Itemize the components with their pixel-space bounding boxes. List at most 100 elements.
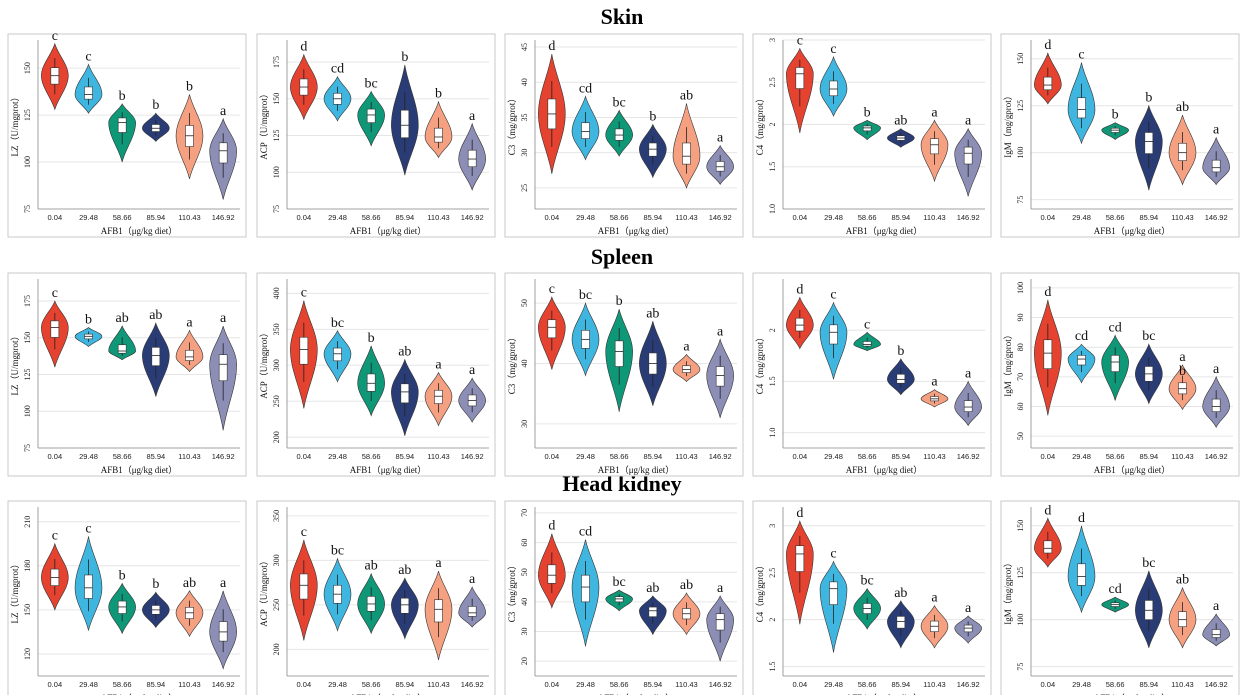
spleen-lz-xtick-label: 85.94 [146,452,165,461]
spleen-c4-chart: 1.0 1.5 2C4（mg/gprot） AFB1（μg/kg diet） 0.04 d… [752,272,992,477]
skin-lz-letter-29.48: c [85,49,91,64]
spleen-c4-letter-29.48: c [830,288,836,303]
head-kidney-lz-xtick-label: 85.94 [146,680,165,689]
spleen-c3-box-146.92 [715,366,725,387]
spleen-acp-chart: 200 250 300 350 400 ACP（U/mgprot） AFB1（μg/kg d… [256,272,496,477]
spleen-igm-ytick-label: 60 [1016,402,1025,410]
head-kidney-lz-xtick-label: 0.04 [48,680,63,689]
head-kidney-c4-xtick-label: 85.94 [891,680,910,689]
skin-lz-letter-110.43: b [186,79,193,94]
spleen-igm-ytick-label: 50 [1016,432,1025,440]
head-kidney-igm-box-146.92 [1211,629,1221,638]
spleen-c4-xtick-label: 58.66 [858,452,877,461]
head-kidney-acp-chart: 200 250 300 350 ACP（U/mgprot） AFB1（μg/kg diet… [256,500,496,695]
spleen-igm-xtick-label: 110.43 [1171,452,1193,461]
spleen-lz-letter-85.94: ab [149,308,162,323]
head-kidney-c3-xtick-label: 85.94 [643,680,662,689]
spleen-acp-box-29.48 [333,347,342,362]
skin-lz-xtick-label: 0.04 [48,213,63,222]
spleen-acp-ytick-label: 300 [272,359,281,371]
skin-lz-letter-146.92: a [220,104,227,119]
spleen-igm-xtick-label: 146.92 [1205,452,1228,461]
head-kidney-c4-ylabel: C4（mg/gprot） [755,561,765,623]
skin-c4-letter-0.04: c [797,33,803,48]
head-kidney-acp-xlabel: AFB1（μg/kg diet） [350,693,427,695]
spleen-c4-xtick-label: 110.43 [923,452,945,461]
head-kidney-acp-ytick-label: 300 [272,554,281,566]
skin-igm-chart: 75 100 125 150 IgM（mg/gprot） AFB1（μg/kg diet）… [1000,33,1240,238]
spleen-c3-letter-29.48: bc [579,288,592,303]
head-kidney-igm-letter-29.48: d [1078,511,1085,526]
skin-c3-xtick-label: 85.94 [643,213,662,222]
skin-igm-letter-0.04: d [1044,38,1051,53]
spleen-lz-ytick-label: 75 [23,444,32,452]
head-kidney-igm-xtick-label: 146.92 [1205,680,1228,689]
skin-c4-box-110.43 [930,138,939,155]
spleen-igm-xtick-label: 85.94 [1139,452,1158,461]
head-kidney-acp-box-0.04 [299,573,309,600]
skin-igm-letter-58.66: b [1112,108,1119,123]
skin-c3-ytick-label: 40 [520,78,529,86]
spleen-c3-ytick-label: 50 [520,299,529,307]
spleen-igm-ytick-label: 80 [1016,343,1025,351]
skin-c4-letter-146.92: a [965,114,972,129]
spleen-acp-box-110.43 [434,389,443,404]
skin-acp-xlabel: AFB1（μg/kg diet） [350,226,427,236]
head-kidney-igm-letter-0.04: d [1044,503,1051,518]
skin-c4-ytick-label: 1.5 [768,162,777,172]
skin-c3-ytick-label: 30 [520,149,529,157]
spleen-c3-letter-0.04: c [549,282,555,297]
skin-igm-xtick-label: 0.04 [1041,213,1056,222]
head-kidney-c3-ytick-label: 50 [520,568,529,576]
skin-c4-xtick-label: 110.43 [923,213,945,222]
head-kidney-c3-ytick-label: 60 [520,539,529,547]
spleen-igm-letter-29.48: cd [1075,329,1088,344]
head-kidney-igm-letter-58.66: cd [1109,582,1122,597]
skin-c4-letter-29.48: c [830,42,836,57]
spleen-c4-xtick-label: 85.94 [891,452,910,461]
head-kidney-acp-letter-146.92: a [469,572,476,587]
skin-c4-ytick-label: 2 [768,123,777,127]
skin-c3-box-110.43 [682,142,691,165]
skin-c3-chart: 25 30 35 40 45 C3（mg/gprot） AFB1（μg/kg diet） 0.… [504,33,744,238]
head-kidney-acp-xtick-label: 85.94 [395,680,414,689]
skin-c4-ytick-label: 3 [768,38,777,42]
head-kidney-c3-xtick-label: 58.66 [610,680,629,689]
spleen-igm-chart: 50 60 70 80 90 100 IgM（mg/gprot） AFB1（μg/kg die… [1000,272,1240,477]
head-kidney-c3-ytick-label: 70 [520,509,529,517]
head-kidney-c3-letter-0.04: d [548,519,555,534]
spleen-igm-xtick-label: 58.66 [1106,452,1125,461]
head-kidney-acp-xtick-label: 110.43 [427,680,449,689]
spleen-c3-xtick-label: 85.94 [643,452,662,461]
skin-igm-xtick-label: 85.94 [1139,213,1158,222]
head-kidney-c4-xtick-label: 146.92 [957,680,980,689]
skin-acp-box-146.92 [467,149,477,168]
skin-lz-ytick-label: 150 [23,62,32,74]
spleen-c3-xtick-label: 146.92 [709,452,732,461]
spleen-lz-xtick-label: 58.66 [113,452,132,461]
head-kidney-acp-xtick-label: 0.04 [297,680,312,689]
head-kidney-lz-letter-110.43: ab [183,576,196,591]
spleen-lz-box-0.04 [50,320,60,338]
head-kidney-lz-xlabel: AFB1（μg/kg diet） [101,693,178,695]
head-kidney-lz-letter-0.04: c [52,529,58,544]
head-kidney-acp-ytick-label: 350 [272,510,281,522]
spleen-c3-letter-85.94: ab [646,306,659,321]
head-kidney-c3-xtick-label: 0.04 [545,680,560,689]
skin-c3-xlabel: AFB1（μg/kg diet） [598,226,675,236]
head-kidney-c3-ytick-label: 40 [520,598,529,606]
skin-acp-ytick-label: 175 [272,56,281,68]
head-kidney-acp-ylabel: ACP（U/mgprot） [259,556,269,627]
skin-lz-box-146.92 [218,142,228,164]
spleen-igm-ylabel: IgM（mg/gprot） [1003,330,1013,397]
spleen-c4-ylabel: C4（mg/gprot） [755,333,765,395]
skin-acp-box-85.94 [400,109,410,139]
spleen-acp-xlabel: AFB1（μg/kg diet） [350,465,427,475]
spleen-igm-ytick-label: 70 [1016,373,1025,381]
spleen-lz-xtick-label: 110.43 [178,452,200,461]
spleen-c4-xtick-label: 29.48 [824,452,843,461]
spleen-lz-ytick-label: 125 [23,369,32,381]
spleen-c3-ytick-label: 30 [520,420,529,428]
head-kidney-acp-ytick-label: 200 [272,643,281,655]
